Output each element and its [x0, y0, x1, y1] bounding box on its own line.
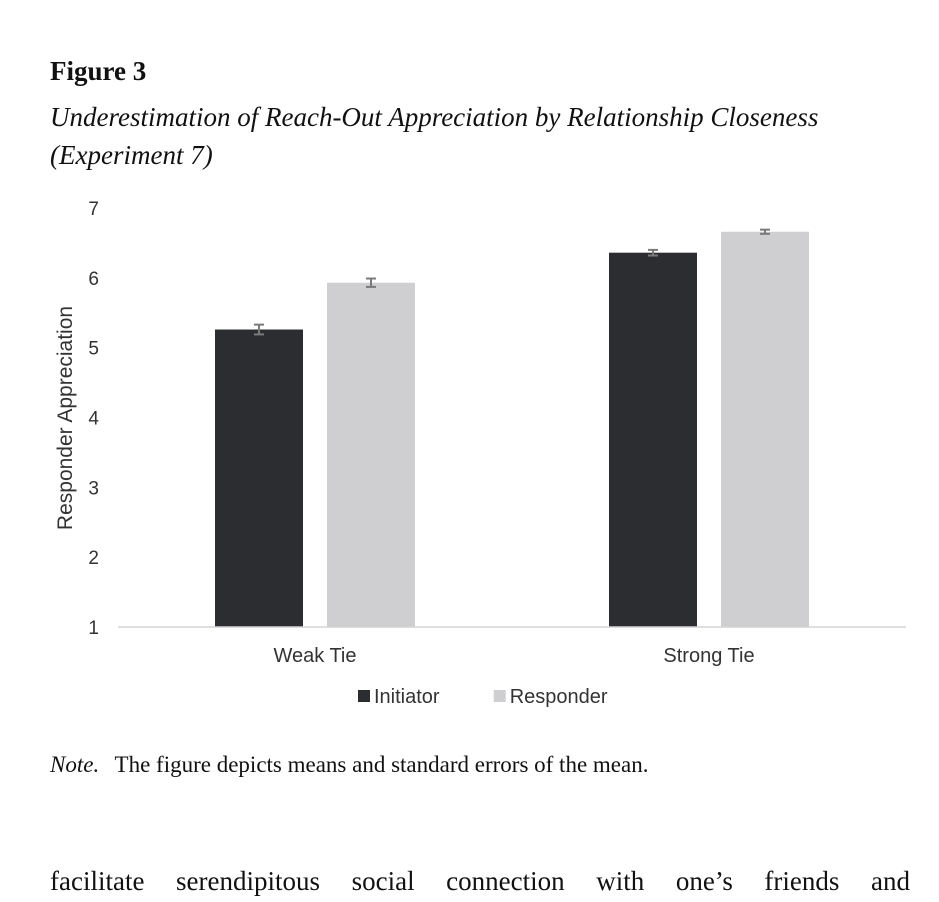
error-bar	[254, 323, 264, 336]
note-label: Note.	[50, 752, 100, 777]
legend-item-responder: Responder	[493, 686, 608, 708]
y-tick-label: 7	[88, 199, 99, 220]
figure-title: Underestimation of Reach-Out Appreciatio…	[50, 102, 819, 170]
error-bar	[760, 228, 770, 235]
body-paragraph: facilitate serendipitous social connecti…	[50, 866, 910, 896]
error-bars-group	[254, 228, 770, 336]
bars-group	[215, 231, 809, 627]
legend-swatch	[493, 690, 506, 702]
bar-initiator-strong-tie	[609, 252, 697, 627]
legend-label: Initiator	[374, 686, 440, 708]
note-text: The figure depicts means and standard er…	[114, 752, 649, 777]
bar-responder-strong-tie	[721, 231, 809, 627]
y-tick-label: 3	[88, 478, 99, 499]
legend-label: Responder	[510, 686, 608, 708]
y-tick-label: 2	[88, 548, 99, 569]
bar-chart: 1 2 3 4 5 6 7 Responder Appreciation Weak Tie S…	[54, 199, 906, 708]
x-tick-label: Strong Tie	[663, 645, 754, 667]
bar-initiator-weak-tie	[215, 329, 303, 627]
legend: Initiator Responder	[358, 686, 608, 708]
legend-item-initiator: Initiator	[358, 686, 440, 708]
y-tick-label: 6	[88, 269, 99, 290]
y-tick-label: 5	[88, 339, 99, 360]
y-tick-label: 4	[88, 409, 99, 430]
figure-label: Figure 3	[50, 56, 147, 86]
x-axis-ticks: Weak Tie Strong Tie	[274, 645, 755, 667]
figure-note: Note. The figure depicts means and stand…	[50, 752, 648, 778]
x-tick-label: Weak Tie	[274, 645, 357, 667]
error-bar	[648, 248, 658, 257]
error-bar	[366, 277, 376, 288]
y-axis-ticks: 1 2 3 4 5 6 7	[88, 199, 99, 639]
y-axis-label: Responder Appreciation	[54, 306, 77, 530]
bar-responder-weak-tie	[327, 282, 415, 627]
legend-swatch	[358, 690, 370, 702]
y-tick-label: 1	[88, 618, 99, 639]
